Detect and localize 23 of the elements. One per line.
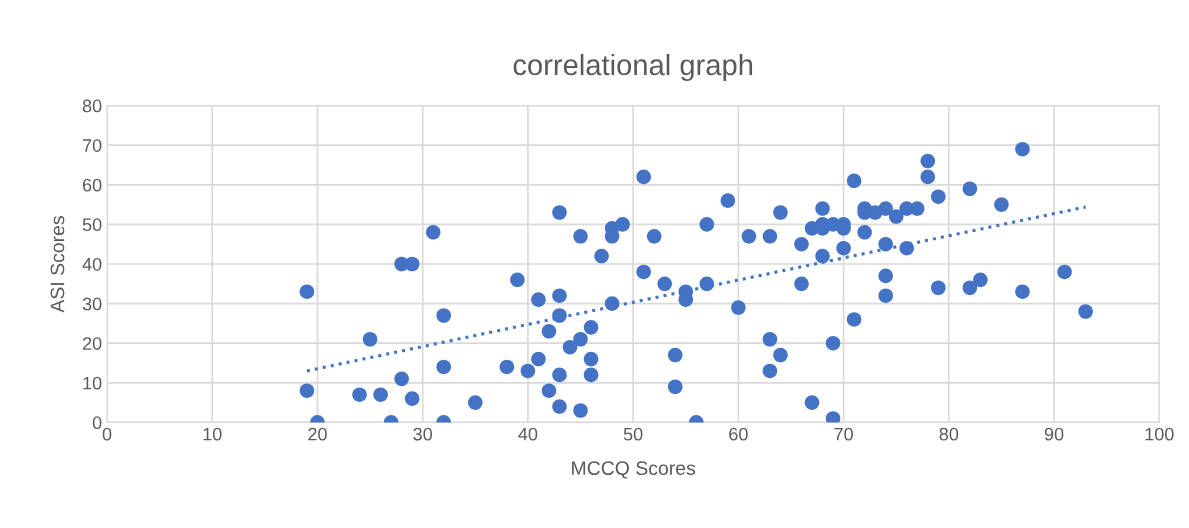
x-tick-label: 90 bbox=[1044, 427, 1064, 441]
x-tick-label: 80 bbox=[939, 427, 959, 441]
x-tick-label: 20 bbox=[308, 427, 327, 441]
x-tick-label: 50 bbox=[623, 427, 643, 441]
y-tick-label: 30 bbox=[82, 297, 102, 311]
y-tick-label: 40 bbox=[82, 257, 102, 271]
y-tick-label: 70 bbox=[82, 139, 102, 152]
y-tick-label: 20 bbox=[82, 337, 102, 350]
y-axis-title: ASI Scores bbox=[50, 216, 65, 313]
y-tick-label: 0 bbox=[92, 416, 102, 430]
x-tick-label: 40 bbox=[518, 427, 538, 441]
x-tick-label: 10 bbox=[203, 427, 222, 441]
x-axis-title: MCCQ Scores bbox=[572, 461, 696, 479]
x-tick-label: 100 bbox=[1145, 427, 1174, 441]
y-tick-label: 60 bbox=[82, 178, 102, 192]
y-tick-label: 50 bbox=[82, 218, 102, 232]
x-tick-label: 60 bbox=[729, 427, 748, 441]
x-tick-label: 70 bbox=[834, 427, 853, 441]
y-tick-label: 80 bbox=[82, 99, 102, 113]
x-tick-label: 30 bbox=[413, 427, 433, 441]
chart-title: correlational graph bbox=[513, 53, 753, 82]
x-tick-label: 0 bbox=[102, 427, 112, 441]
y-tick-label: 10 bbox=[83, 376, 102, 390]
